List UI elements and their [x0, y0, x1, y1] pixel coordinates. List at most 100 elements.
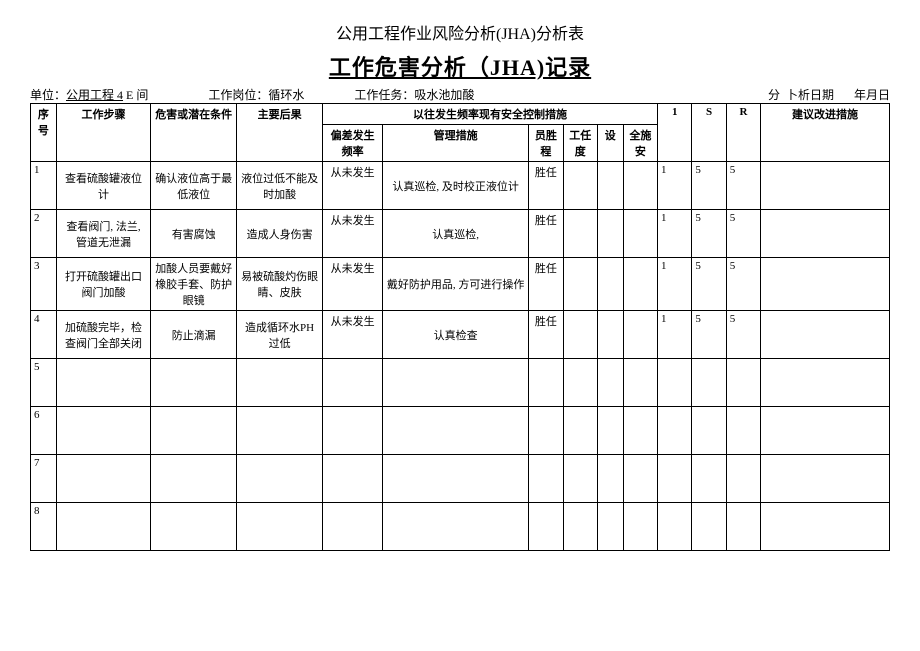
cell-v1: 1 [658, 210, 692, 258]
cell-sub-c [597, 311, 623, 359]
cell-hazard [151, 359, 237, 407]
th-colR: R [726, 104, 760, 162]
page-title-1: 公用工程作业风险分析(JHA)分析表 [30, 20, 890, 44]
table-row: 3打开硫酸罐出口阀门加酸加酸人员要戴好橡胶手套、防护眼镜易被硫酸灼伤眼睛、皮肤从… [31, 258, 890, 311]
cell-cons: 液位过低不能及时加酸 [237, 162, 323, 210]
cell-mgmt [383, 503, 529, 551]
cell-sub-b [563, 455, 597, 503]
th-seq: 序号 [31, 104, 57, 162]
cell-sub-b [563, 311, 597, 359]
cell-sub-b [563, 210, 597, 258]
cell-cons [237, 503, 323, 551]
cell-freq: 从未发生 [323, 162, 383, 210]
th-sub-d: 全施安 [623, 125, 657, 162]
cell-sub-c [597, 503, 623, 551]
page-title-2: 工作危害分析（JHA)记录 [30, 50, 890, 82]
unit-label: 单位： [30, 88, 66, 102]
cell-seq: 5 [31, 359, 57, 407]
th-hazard: 危害或潜在条件 [151, 104, 237, 162]
cell-vR: 5 [726, 162, 760, 210]
unit-suffix: E 间 [126, 88, 148, 102]
cell-vS [692, 359, 726, 407]
cell-vR [726, 407, 760, 455]
th-colS: S [692, 104, 726, 162]
cell-sub-d [623, 311, 657, 359]
cell-sub-a: 胜任 [529, 258, 563, 311]
cell-v1 [658, 455, 692, 503]
th-freq: 偏差发生频率 [323, 125, 383, 162]
th-sub-c: 设 [597, 125, 623, 162]
cell-suggest [761, 455, 890, 503]
cell-seq: 4 [31, 311, 57, 359]
cell-suggest [761, 258, 890, 311]
cell-mgmt: 认真巡检, 及时校正液位计 [383, 162, 529, 210]
th-group-hist: 以往发生频率现有安全控制措施 [323, 104, 658, 125]
cell-step: 打开硫酸罐出口阀门加酸 [56, 258, 150, 311]
cell-hazard [151, 503, 237, 551]
cell-freq [323, 455, 383, 503]
cell-cons [237, 455, 323, 503]
cell-mgmt: 认真检查 [383, 311, 529, 359]
cell-sub-d [623, 407, 657, 455]
date-value: 年月日 [854, 88, 890, 102]
th-sub-a: 员胜程 [529, 125, 563, 162]
cell-sub-a [529, 407, 563, 455]
table-row: 6 [31, 407, 890, 455]
cell-cons: 造成循环水PH 过低 [237, 311, 323, 359]
th-mgmt: 管理措施 [383, 125, 529, 162]
jha-table: 序号 工作步骤 危害或潜在条件 主要后果 以往发生频率现有安全控制措施 1 S … [30, 103, 890, 551]
table-row: 2查看阀门, 法兰, 管道无泄漏有害腐蚀造成人身伤害从未发生认真巡检,胜任155 [31, 210, 890, 258]
cell-v1: 1 [658, 311, 692, 359]
cell-vS [692, 455, 726, 503]
cell-suggest [761, 359, 890, 407]
cell-hazard: 有害腐蚀 [151, 210, 237, 258]
cell-vR [726, 455, 760, 503]
cell-step [56, 359, 150, 407]
cell-suggest [761, 503, 890, 551]
cell-step [56, 407, 150, 455]
cell-vR: 5 [726, 210, 760, 258]
cell-mgmt [383, 455, 529, 503]
cell-sub-b [563, 359, 597, 407]
cell-sub-a [529, 359, 563, 407]
cell-step: 加硫酸完毕，检查阀门全部关闭 [56, 311, 150, 359]
cell-vS [692, 503, 726, 551]
cell-v1 [658, 407, 692, 455]
cell-vR: 5 [726, 311, 760, 359]
table-row: 8 [31, 503, 890, 551]
cell-vS: 5 [692, 162, 726, 210]
header-row: 单位：公用工程 4 E 间 工作岗位：循环水 工作任务：吸水池加酸 分 卜析日期… [30, 86, 890, 103]
cell-vS: 5 [692, 258, 726, 311]
cell-suggest [761, 210, 890, 258]
cell-sub-a [529, 455, 563, 503]
cell-cons [237, 407, 323, 455]
th-suggest: 建议改进措施 [761, 104, 890, 162]
cell-vS: 5 [692, 311, 726, 359]
cell-suggest [761, 162, 890, 210]
cell-sub-c [597, 407, 623, 455]
cell-sub-d [623, 359, 657, 407]
table-row: 5 [31, 359, 890, 407]
cell-mgmt [383, 407, 529, 455]
unit-value: 公用工程 4 [66, 88, 123, 102]
table-row: 7 [31, 455, 890, 503]
cell-sub-a [529, 503, 563, 551]
table-row: 4加硫酸完毕，检查阀门全部关闭防止滴漏造成循环水PH 过低从未发生认真检查胜任1… [31, 311, 890, 359]
post-value: 循环水 [268, 88, 304, 102]
cell-sub-c [597, 162, 623, 210]
cell-sub-a: 胜任 [529, 311, 563, 359]
task-value: 吸水池加酸 [414, 88, 474, 102]
cell-vR: 5 [726, 258, 760, 311]
cell-cons: 易被硫酸灼伤眼睛、皮肤 [237, 258, 323, 311]
cell-mgmt [383, 359, 529, 407]
cell-vS: 5 [692, 210, 726, 258]
cell-seq: 7 [31, 455, 57, 503]
cell-suggest [761, 407, 890, 455]
cell-vR [726, 503, 760, 551]
cell-sub-d [623, 210, 657, 258]
cell-freq [323, 359, 383, 407]
cell-step [56, 455, 150, 503]
th-sub-b: 工任度 [563, 125, 597, 162]
cell-step: 查看硫酸罐液位计 [56, 162, 150, 210]
cell-suggest [761, 311, 890, 359]
